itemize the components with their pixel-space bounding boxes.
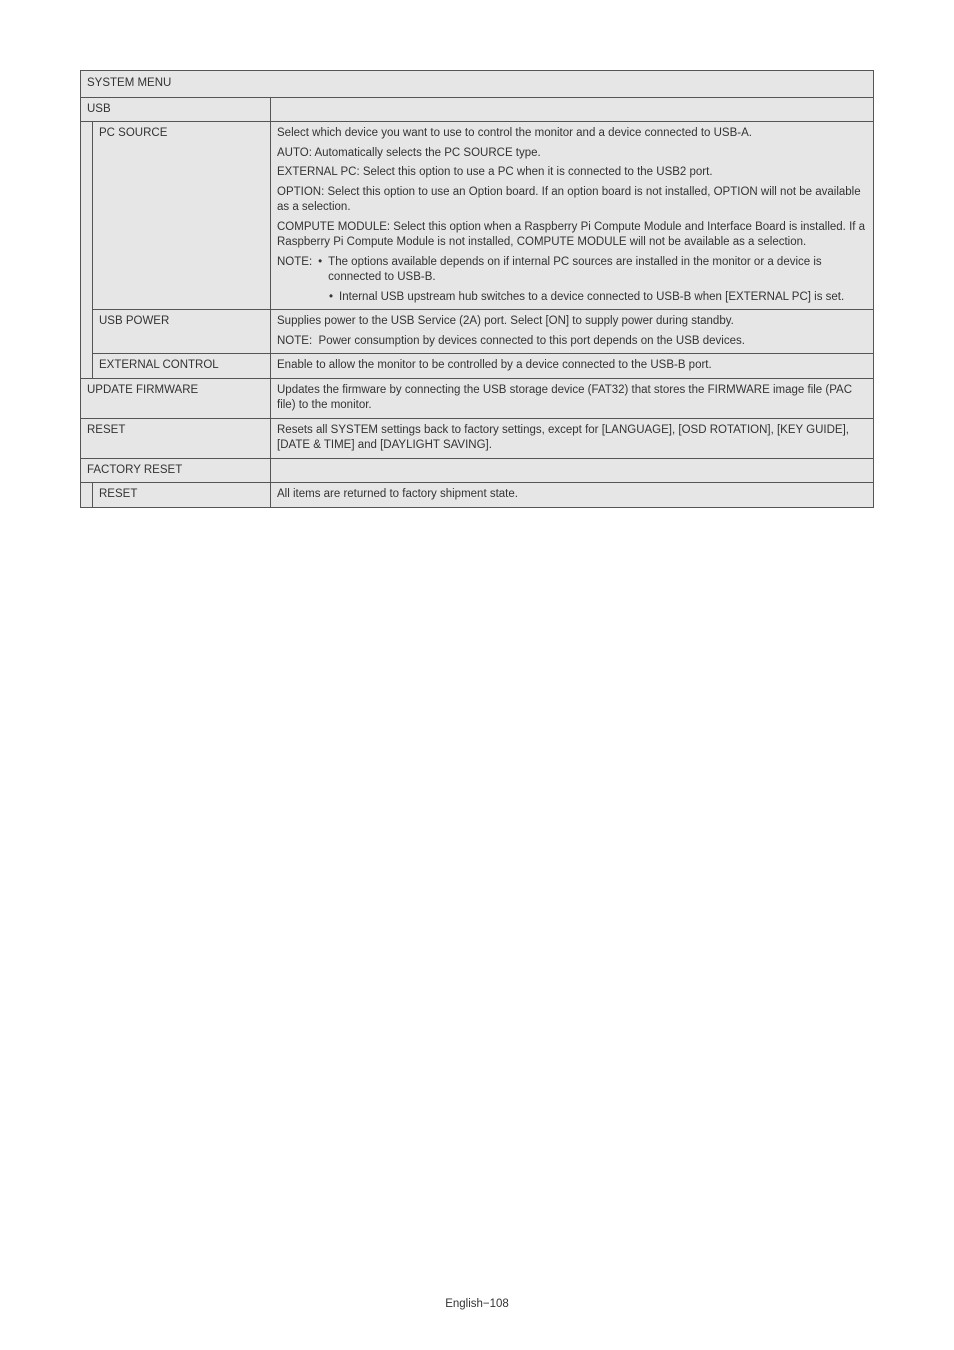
- usb-power-p1: Supplies power to the USB Service (2A) p…: [277, 314, 867, 330]
- usb-power-note-prefix: NOTE:: [277, 335, 312, 347]
- reset-desc: Resets all SYSTEM settings back to facto…: [271, 418, 874, 458]
- pc-source-p3: EXTERNAL PC: Select this option to use a…: [277, 165, 867, 181]
- pc-source-note1-block: NOTE: • The options available depends on…: [277, 255, 867, 286]
- pc-source-note2: Internal USB upstream hub switches to a …: [339, 290, 867, 306]
- bullet-icon: •: [329, 290, 339, 306]
- update-firmware-desc: Updates the firmware by connecting the U…: [271, 378, 874, 418]
- external-control-desc: Enable to allow the monitor to be contro…: [271, 354, 874, 379]
- update-firmware-label: UPDATE FIRMWARE: [81, 378, 271, 418]
- pc-source-desc: Select which device you want to use to c…: [271, 122, 874, 310]
- pc-source-p1: Select which device you want to use to c…: [277, 126, 867, 142]
- factory-reset-empty: [271, 458, 874, 483]
- usb-header-row: USB: [81, 97, 874, 122]
- pc-source-p2: AUTO: Automatically selects the PC SOURC…: [277, 146, 867, 162]
- factory-reset-sub-desc: All items are returned to factory shipme…: [271, 483, 874, 508]
- update-firmware-row: UPDATE FIRMWARE Updates the firmware by …: [81, 378, 874, 418]
- system-menu-title: SYSTEM MENU: [81, 71, 874, 98]
- pc-source-p5: COMPUTE MODULE: Select this option when …: [277, 220, 867, 251]
- usb-indent: [81, 122, 93, 379]
- system-menu-table: SYSTEM MENU USB PC SOURCE Select which d…: [80, 70, 874, 508]
- external-control-row: EXTERNAL CONTROL Enable to allow the mon…: [81, 354, 874, 379]
- bullet-icon: •: [318, 255, 328, 271]
- factory-reset-header-row: FACTORY RESET: [81, 458, 874, 483]
- factory-reset-sub-label: RESET: [93, 483, 271, 508]
- usb-empty-cell: [271, 97, 874, 122]
- usb-power-row: USB POWER Supplies power to the USB Serv…: [81, 310, 874, 354]
- system-menu-header-row: SYSTEM MENU: [81, 71, 874, 98]
- pc-source-p4: OPTION: Select this option to use an Opt…: [277, 185, 867, 216]
- usb-label: USB: [81, 97, 271, 122]
- pc-source-note1: The options available depends on if inte…: [328, 255, 867, 286]
- usb-power-desc: Supplies power to the USB Service (2A) p…: [271, 310, 874, 354]
- factory-reset-sub-row: RESET All items are returned to factory …: [81, 483, 874, 508]
- usb-power-p2: NOTE: Power consumption by devices conne…: [277, 334, 867, 350]
- factory-reset-label: FACTORY RESET: [81, 458, 271, 483]
- reset-row: RESET Resets all SYSTEM settings back to…: [81, 418, 874, 458]
- pc-source-label: PC SOURCE: [93, 122, 271, 310]
- factory-reset-indent: [81, 483, 93, 508]
- external-control-label: EXTERNAL CONTROL: [93, 354, 271, 379]
- pc-source-row: PC SOURCE Select which device you want t…: [81, 122, 874, 310]
- note-label: NOTE:: [277, 255, 318, 271]
- pc-source-note2-block: • Internal USB upstream hub switches to …: [277, 290, 867, 306]
- reset-label: RESET: [81, 418, 271, 458]
- usb-power-label: USB POWER: [93, 310, 271, 354]
- page-footer: English−108: [0, 1298, 954, 1310]
- usb-power-note-text: Power consumption by devices connected t…: [319, 335, 745, 347]
